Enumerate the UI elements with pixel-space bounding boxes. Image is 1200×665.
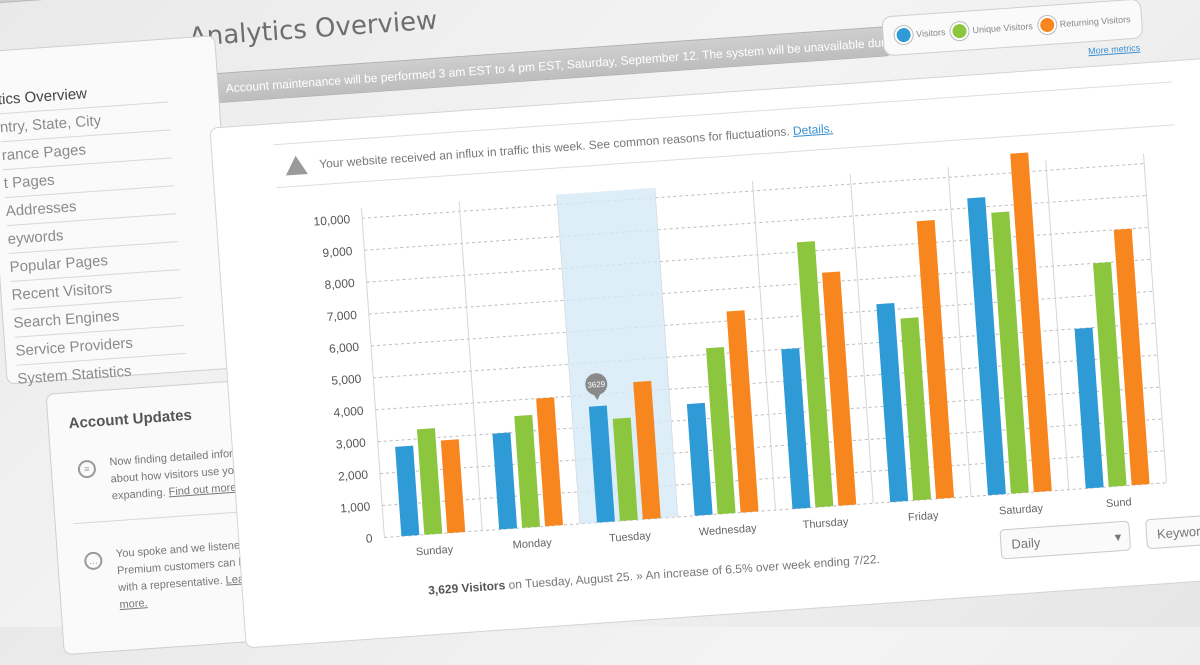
- y-tick-label: 6,000: [329, 340, 360, 356]
- bar-unique-visitors[interactable]: [612, 417, 638, 522]
- traffic-alert-text: Your website received an influx in traff…: [318, 124, 791, 172]
- y-tick-label: 3,000: [335, 436, 366, 452]
- bar-returning-visitors[interactable]: [916, 219, 955, 499]
- bar-unique-visitors[interactable]: [991, 211, 1029, 494]
- legend-item-returning-visitors[interactable]: Returning Visitors: [1037, 10, 1131, 35]
- bar-unique-visitors[interactable]: [796, 241, 834, 508]
- grid-column-line: [1143, 153, 1168, 483]
- legend-item-visitors[interactable]: Visitors: [893, 23, 946, 45]
- bar-returning-visitors[interactable]: [1113, 228, 1150, 486]
- bar-unique-visitors[interactable]: [514, 414, 541, 528]
- tooltip-pointer: [592, 392, 601, 401]
- bar-visitors[interactable]: [876, 302, 909, 503]
- x-tick-label: Wednesday: [698, 522, 757, 538]
- bar-visitors[interactable]: [492, 432, 518, 530]
- x-tick-label: Tuesday: [609, 530, 652, 545]
- sidebar: tics Overview ntry, State, City rance Pa…: [0, 35, 239, 388]
- chevron-down-icon: ▾: [1114, 529, 1122, 545]
- x-tick-label: Sund: [1106, 496, 1132, 510]
- bar-visitors[interactable]: [395, 445, 420, 537]
- y-tick-label: 9,000: [322, 244, 353, 260]
- bar-visitors[interactable]: [781, 348, 811, 509]
- period-select-value: Daily: [1010, 534, 1041, 552]
- legend-item-unique-visitors[interactable]: Unique Visitors: [949, 17, 1034, 41]
- grid-column-line: [849, 174, 874, 504]
- chat-bubble-icon: …: [83, 551, 103, 571]
- grid-column-line: [1045, 160, 1070, 490]
- bar-unique-visitors[interactable]: [900, 317, 932, 501]
- y-tick-label: 8,000: [324, 276, 355, 292]
- x-tick-label: Friday: [908, 510, 940, 524]
- warning-icon: !: [284, 154, 308, 188]
- bar-visitors[interactable]: [686, 402, 713, 516]
- details-link[interactable]: Details.: [792, 121, 834, 138]
- visitors-bar-chart: 0 1,000 2,000 3,000 4,000 5,000 6,000 7,000 8,00…: [313, 152, 1168, 559]
- bar-visitors[interactable]: [588, 405, 615, 523]
- y-tick-label: 5,000: [331, 372, 362, 388]
- legend-label: Unique Visitors: [972, 21, 1034, 36]
- bar-unique-visitors[interactable]: [416, 428, 443, 535]
- more-metrics-link[interactable]: More metrics: [1087, 42, 1141, 57]
- bar-unique-visitors[interactable]: [1093, 262, 1127, 487]
- x-tick-label: Saturday: [999, 502, 1044, 517]
- y-tick-label: 10,000: [313, 212, 351, 229]
- grid-column-line: [458, 201, 483, 531]
- tooltip-value: 3629: [587, 380, 606, 390]
- returning-visitors-swatch-icon: [1037, 15, 1057, 35]
- bar-returning-visitors[interactable]: [1010, 152, 1052, 493]
- bar-returning-visitors[interactable]: [440, 439, 466, 534]
- grid-column-line: [947, 167, 972, 497]
- page-title: Analytics Overview: [188, 5, 439, 53]
- grid-column-line: [751, 180, 776, 511]
- legend-label: Visitors: [915, 27, 946, 40]
- y-tick-label: 2,000: [338, 467, 369, 483]
- x-tick-label: Thursday: [802, 516, 849, 531]
- bar-returning-visitors[interactable]: [726, 310, 759, 513]
- y-tick-label: 4,000: [333, 404, 364, 420]
- bar-visitors[interactable]: [1074, 327, 1104, 489]
- top-bar: [0, 0, 1200, 6]
- chart-bars: [395, 152, 1150, 537]
- globe-icon: ≡: [77, 459, 97, 479]
- bar-returning-visitors[interactable]: [822, 271, 857, 506]
- legend-label: Returning Visitors: [1059, 14, 1131, 30]
- bar-unique-visitors[interactable]: [706, 346, 736, 515]
- bar-returning-visitors[interactable]: [536, 397, 563, 527]
- chart-grid: [360, 153, 1168, 538]
- y-tick-label: 7,000: [326, 308, 357, 324]
- tooltip-bubble: [585, 373, 608, 396]
- chart-labels: 0 1,000 2,000 3,000 4,000 5,000 6,000 7,000 8,00…: [313, 212, 1132, 559]
- bar-returning-visitors[interactable]: [633, 380, 661, 520]
- chart-panel: ! Your website received an influx in tra…: [209, 53, 1200, 649]
- y-tick-label: 0: [365, 531, 373, 545]
- grid-column-line: [360, 208, 385, 538]
- y-tick-label: 1,000: [340, 499, 371, 515]
- visitors-swatch-icon: [893, 25, 913, 45]
- x-tick-label: Sunday: [415, 544, 454, 559]
- bar-visitors[interactable]: [967, 197, 1006, 496]
- account-updates-title: Account Updates: [68, 406, 193, 433]
- unique-visitors-swatch-icon: [949, 21, 970, 41]
- x-tick-label: Monday: [512, 537, 552, 552]
